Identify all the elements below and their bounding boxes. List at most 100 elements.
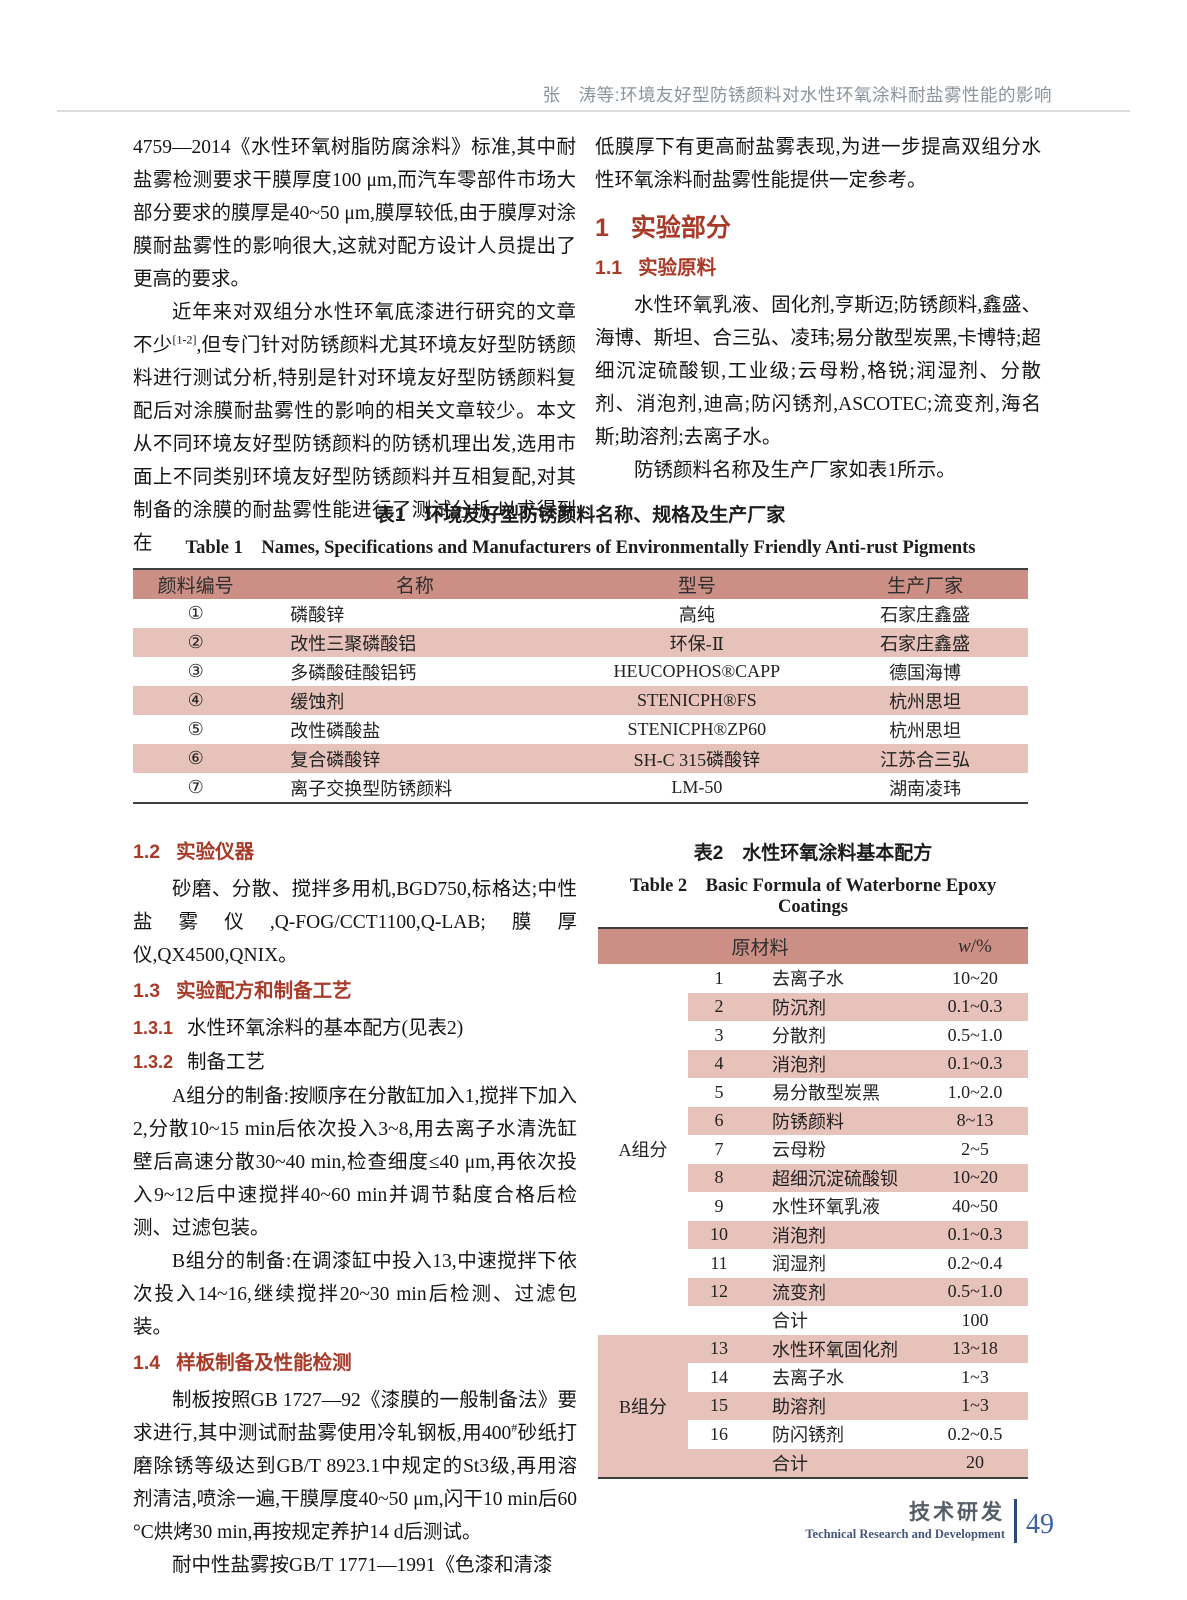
table-total-row-a: 合计 100 <box>598 1306 1028 1335</box>
paragraph: 低膜厚下有更高耐盐雾表现,为进一步提高双组分水性环氧涂料耐盐雾性能提供一定参考。 <box>595 137 1041 191</box>
cell: 杭州思坦 <box>822 686 1028 715</box>
table2-title-en: Table 2 Basic Formula of Waterborne Epox… <box>629 876 997 917</box>
table2-header-row: 原材料 w/% <box>598 928 1028 964</box>
cell: 石家庄鑫盛 <box>880 604 971 625</box>
section-title: 实验原料 <box>638 257 717 279</box>
footer-section-cn: 技术研发 <box>909 1500 1005 1524</box>
cell: 1 <box>714 967 724 988</box>
cell: 0.2~0.4 <box>947 1252 1003 1273</box>
cell: 10 <box>688 1220 750 1249</box>
cell: 水性环氧乳液 <box>772 1197 880 1218</box>
table-row: ⑦ 离子交换型防锈颜料 LM-50 湖南凌玮 <box>133 773 1028 803</box>
cell: 合计 <box>772 1311 808 1332</box>
section-heading-1-2: 1.2 实验仪器 <box>133 837 577 867</box>
cell: STENICPH®FS <box>571 686 823 715</box>
table-row: 15 助溶剂 1~3 <box>598 1391 1028 1420</box>
paragraph: 制板按照GB 1727—92《漆膜的一般制备法》要求进行,其中测试耐盐雾使用冷轧… <box>133 1384 577 1549</box>
table1-title-cn: 表1 环境友好型防锈颜料名称、规格及生产厂家 <box>375 505 786 526</box>
table2-title-cn: 表2 水性环氧涂料基本配方 <box>693 843 933 864</box>
table2-block: 表2 水性环氧涂料基本配方 Table 2 Basic Formula of W… <box>598 838 1028 1479</box>
cell: 缓蚀剂 <box>258 686 572 715</box>
table-row: 9 水性环氧乳液 40~50 <box>598 1192 1028 1221</box>
table1: 颜料编号 名称 型号 生产厂家 ① 磷酸锌 高纯 石家庄鑫盛 ② 改性三聚磷酸铝 环保-Ⅱ… <box>133 568 1028 804</box>
cell: 水性环氧固化剂 <box>750 1334 922 1363</box>
section-title: 实验配方和制备工艺 <box>176 980 352 1002</box>
cell: 润湿剂 <box>772 1254 826 1275</box>
cell: 1~3 <box>922 1391 1028 1420</box>
table-row: 10 消泡剂 0.1~0.3 <box>598 1220 1028 1249</box>
section-number: 1.2 <box>133 841 161 863</box>
footer-labels: 技术研发 Technical Research and Development <box>805 1501 1005 1542</box>
cell: 复合磷酸锌 <box>258 744 572 773</box>
cell: 防闪锈剂 <box>772 1425 844 1446</box>
cell: 分散剂 <box>772 1026 826 1047</box>
column-header: 原材料 <box>598 928 922 964</box>
paragraph-text: 制板按照GB 1727—92《漆膜的一般制备法》要求进行,其中测试耐盐雾使用冷轧… <box>133 1390 577 1444</box>
section-heading-1-3-1: 1.3.1 水性环氧涂料的基本配方(见表2) <box>133 1012 577 1046</box>
cell: 离子交换型防锈颜料 <box>290 778 453 799</box>
superscript: # <box>511 1420 518 1435</box>
cell: 8 <box>688 1163 750 1192</box>
table-row: ⑥ 复合磷酸锌 SH-C 315磷酸锌 江苏合三弘 <box>133 744 1028 773</box>
cell: 13~18 <box>922 1334 1028 1363</box>
footer-divider <box>1014 1499 1017 1543</box>
cell: 0.2~0.5 <box>947 1423 1003 1444</box>
cell: 10~20 <box>952 967 998 988</box>
cell: 超细沉淀硫酸钡 <box>750 1163 922 1192</box>
table-row: ③ 多磷酸硅酸铝钙 HEUCOPHOS®CAPP 德国海博 <box>133 657 1028 686</box>
section-heading-1-1: 1.1 实验原料 <box>595 253 1041 283</box>
left-column-top: 4759—2014《水性环氧树脂防腐涂料》标准,其中耐盐雾检测要求干膜厚度100… <box>133 131 576 560</box>
paragraph: A组分的制备:按顺序在分散缸加入1,搅拌下加入2,分散10~15 min后依次投… <box>133 1086 577 1239</box>
cell: 去离子水 <box>772 969 844 990</box>
cell: 消泡剂 <box>750 1049 922 1078</box>
section-number: 1.4 <box>133 1352 161 1374</box>
cell: 云母粉 <box>772 1140 826 1161</box>
section-title: 实验仪器 <box>176 841 255 863</box>
column-header: 名称 <box>258 569 572 599</box>
table-row: 12 流变剂 0.5~1.0 <box>598 1277 1028 1306</box>
cell: 16 <box>710 1423 728 1444</box>
table-row: 16 防闪锈剂 0.2~0.5 <box>598 1420 1028 1449</box>
cell: 环保-Ⅱ <box>571 628 823 657</box>
table1-title-en: Table 1 Names, Specifications and Manufa… <box>185 538 976 558</box>
cell: 江苏合三弘 <box>822 744 1028 773</box>
cell: 2~5 <box>961 1138 989 1159</box>
table-row: B组分 13 水性环氧固化剂 13~18 <box>598 1334 1028 1478</box>
cell: 1.0~2.0 <box>947 1081 1003 1102</box>
cell: 去离子水 <box>772 1368 844 1389</box>
cell: 磷酸锌 <box>290 604 345 625</box>
cell: 石家庄鑫盛 <box>822 628 1028 657</box>
paragraph-text: 近年来对双组分水性环氧底漆进行研究的文章不少 <box>133 302 576 356</box>
page-footer: 技术研发 Technical Research and Development … <box>805 1499 1054 1543</box>
cell: ③ <box>187 661 204 681</box>
cell: 0.1~0.3 <box>922 1220 1028 1249</box>
cell: 0.5~1.0 <box>922 1277 1028 1306</box>
cell: 德国海博 <box>889 662 962 683</box>
table-row: ① 磷酸锌 高纯 石家庄鑫盛 <box>133 599 1028 628</box>
cell: 0.1~0.3 <box>922 992 1028 1021</box>
cell: 15 <box>688 1391 750 1420</box>
cell: 0.5~1.0 <box>947 1024 1003 1045</box>
cell: 100 <box>961 1309 989 1330</box>
column-header: w/% <box>922 928 1028 964</box>
cell: 9 <box>714 1195 724 1216</box>
section-title: 实验部分 <box>630 214 731 242</box>
cell: 5 <box>714 1081 724 1102</box>
table-row: 4 消泡剂 0.1~0.3 <box>598 1049 1028 1078</box>
cell: 防锈颜料 <box>750 1106 922 1135</box>
cell: 4 <box>688 1049 750 1078</box>
section-title: 水性环氧涂料的基本配方(见表2) <box>187 1018 464 1039</box>
table-total-row-b: 合计 20 <box>598 1448 1028 1478</box>
paragraph: 近年来对双组分水性环氧底漆进行研究的文章不少[1-2],但专门针对防锈颜料尤其环… <box>133 296 576 560</box>
paragraph: 耐中性盐雾按GB/T 1771—1991《色漆和清漆 <box>172 1555 553 1576</box>
table-row: 8 超细沉淀硫酸钡 10~20 <box>598 1163 1028 1192</box>
section-number: 1 <box>595 214 609 242</box>
cell: 流变剂 <box>750 1277 922 1306</box>
cell: 20 <box>922 1448 1028 1478</box>
cell: 易分散型炭黑 <box>772 1083 880 1104</box>
cell: HEUCOPHOS®CAPP <box>613 661 781 681</box>
cell: 6 <box>688 1106 750 1135</box>
paragraph: 4759—2014《水性环氧树脂防腐涂料》标准,其中耐盐雾检测要求干膜厚度100… <box>133 137 576 290</box>
column-header: 生产厂家 <box>822 569 1028 599</box>
header-rule <box>57 110 1130 112</box>
